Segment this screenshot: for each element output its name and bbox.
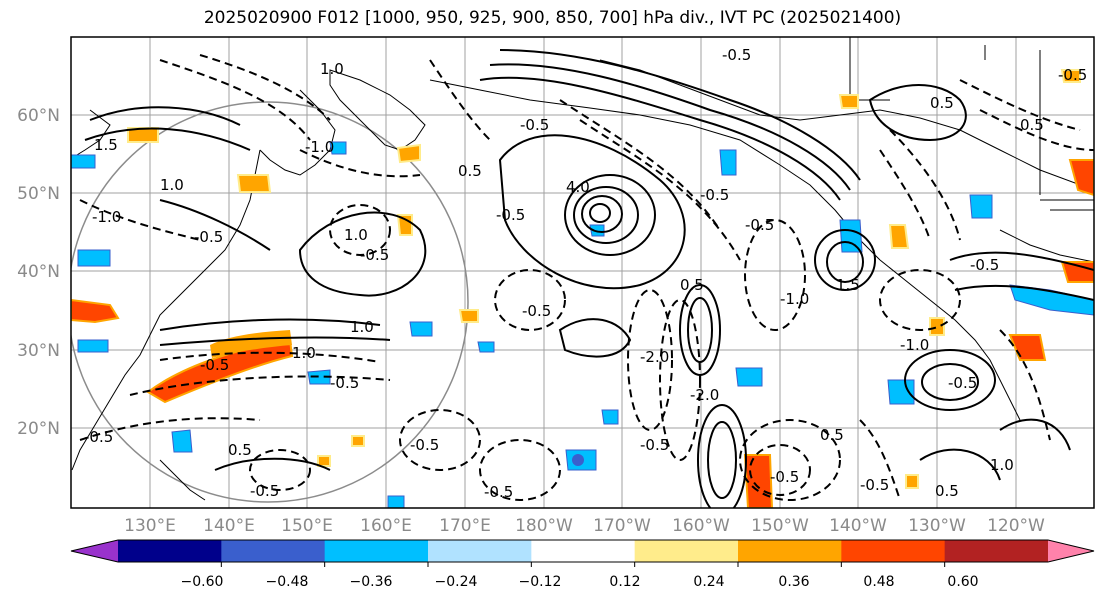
contour-label: 1.0 [292,344,316,362]
contour-label: -0.5 [745,216,774,234]
lon-label: 150°E [281,516,333,536]
colorbar-swatch [324,540,429,562]
lat-label: 50°N [17,184,60,204]
colorbar-swatch [738,540,842,562]
colorbar-extend-high [1048,540,1094,562]
contour-label: 0.5 [228,441,252,459]
colorbar-tick-label: −0.60 [181,574,224,590]
colorbar-swatch [531,540,636,562]
contour-label: -0.5 [722,46,751,64]
contour-label: -0.5 [194,228,223,246]
contour-label: 4.0 [566,178,590,196]
colorbar-swatch [944,540,1049,562]
latitude-labels: 60°N 50°N 40°N 30°N 20°N [17,106,60,439]
colorbar-tick-label: 0.60 [947,574,978,590]
contour-label: -0.5 [1058,66,1087,84]
contour-label: -0.5 [700,186,729,204]
contour-label: 0.5 [680,276,704,294]
map-frame [70,36,1095,509]
contour-label: -0.5 [250,482,279,500]
colorbar-tick-labels: −0.60 −0.48 −0.36 −0.24 −0.12 0.12 0.24 … [181,574,979,590]
colorbar-tick-label: −0.36 [350,574,393,590]
colorbar-tick-label: −0.48 [266,574,309,590]
colorbar-tick-label: 0.48 [863,574,894,590]
lon-label: 140°W [829,516,887,536]
lat-label: 40°N [17,262,60,282]
contour-label: 1.0 [320,60,344,78]
colorbar-tick-label: −0.12 [519,574,562,590]
contour-label: -0.5 [970,256,999,274]
colorbar-tick-label: 0.24 [693,574,724,590]
positive-contours [84,49,1094,508]
contour-label: -0.5 [860,476,889,494]
colorbar-swatch [428,540,532,562]
lat-label: 60°N [17,106,60,126]
contour-label: -0.5 [640,436,669,454]
lon-label: 130°W [908,516,966,536]
contour-label: -1.0 [900,336,929,354]
colorbar-tick-label: −0.24 [435,574,478,590]
lat-label: 30°N [17,341,60,361]
contour-label: 0.5 [820,426,844,444]
contour-label: -1.0 [780,290,809,308]
coastlines [71,37,1094,501]
contour-label: -0.5 [948,374,977,392]
colorbar-tick-label: 0.36 [778,574,809,590]
contour-label: -0.5 [410,436,439,454]
lat-label: 20°N [17,419,60,439]
colorbar [70,539,1095,567]
contour-label: 0.5 [930,94,954,112]
contour-label: -0.5 [330,374,359,392]
lon-label: 160°E [360,516,412,536]
contour-label: -1.0 [305,138,334,156]
lon-label: 120°W [987,516,1045,536]
contour-label: -0.5 [360,246,389,264]
colorbar-tick-label: 0.12 [609,574,640,590]
contour-label: -0.5 [200,356,229,374]
lon-label: 130°E [124,516,176,536]
map-title: 2025020900 F012 [1000, 950, 925, 900, 85… [203,8,902,28]
contour-label: -2.0 [640,348,669,366]
contour-label: 0.5 [935,482,959,500]
contour-label: 1.0 [344,226,368,244]
colorbar-swatch [221,540,326,562]
colorbar-swatch [118,540,222,562]
contour-labels: -0.5 -0.5 0.5 1.0 -0.5 -0.5 -1.0 0.5 -0.… [84,46,1087,501]
contour-label: -1.0 [92,208,121,226]
contour-label: -0.5 [522,302,551,320]
lon-label: 160°W [672,516,730,536]
lon-label: 170°E [439,516,491,536]
longitude-labels: 130°E 140°E 150°E 160°E 170°E 180°W 170°… [124,516,1045,536]
contour-label: -0.5 [770,468,799,486]
lon-label: 180°W [515,516,573,536]
colorbar-swatch [634,540,739,562]
contour-label: 0.5 [458,162,482,180]
contour-label: -0.5 [496,206,525,224]
contour-label: 1.0 [350,318,374,336]
contour-label: -0.5 [520,116,549,134]
lon-label: 170°W [593,516,651,536]
lon-label: 140°E [203,516,255,536]
lon-label: 150°W [751,516,809,536]
colorbar-extend-low [71,540,118,562]
contour-label: -0.5 [484,483,513,501]
colorbar-outline [70,539,1095,563]
contour-label: -0.5 [84,428,113,446]
contour-label: 1.5 [94,136,118,154]
contour-label: 1.0 [160,176,184,194]
contour-label: 1.5 [836,276,860,294]
contour-label: 1.0 [990,456,1014,474]
contour-label: -2.0 [690,386,719,404]
range-circle [71,101,469,503]
contour-label: 0.5 [1020,116,1044,134]
negative-contours [79,54,1094,501]
colorbar-swatch [841,540,946,562]
